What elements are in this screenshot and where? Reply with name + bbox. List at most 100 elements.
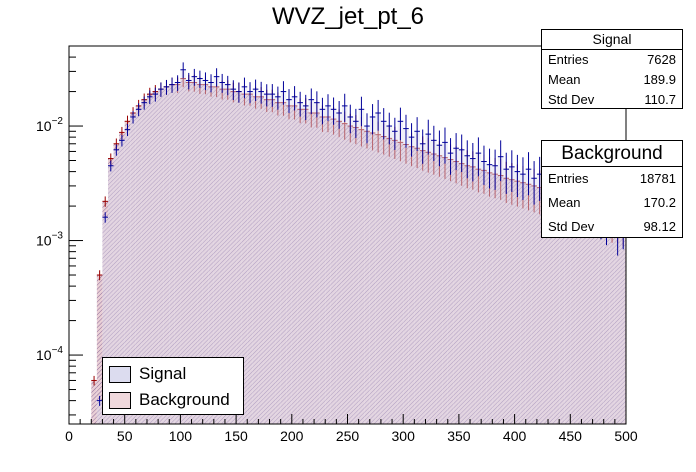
background-bar [403,144,409,425]
background-bar [185,82,192,424]
signal-bar [325,105,331,424]
signal-bar [548,179,554,424]
background-bar [453,161,459,425]
signal-bar [453,148,459,424]
background-bar [219,89,225,425]
signal-stats-std-row: Std Dev 110.7 [542,90,682,110]
signal-bar [520,174,526,424]
signal-stats-entries-row: Entries 7628 [542,50,682,70]
signal-bar [380,121,387,425]
x-tick-label: 400 [503,428,527,444]
signal-bar [286,99,292,425]
signal-std-value: 110.7 [644,92,676,107]
x-tick-label: 350 [447,428,471,444]
signal-bar [169,84,175,425]
signal-bar [553,185,560,424]
background-std-value: 98.12 [643,219,676,234]
background-bar [280,102,287,424]
signal-bar [341,105,348,424]
signal-bar [458,149,465,425]
signal-bar [587,201,593,424]
signal-bar [96,400,103,424]
y-tick-label: 10−2 [36,116,63,134]
signal-stats-box: Signal Entries 7628 Mean 189.9 Std Dev 1… [541,29,683,109]
background-bar [553,193,560,424]
signal-bar [564,189,571,424]
background-bar [458,163,465,424]
legend-entry-signal: Signal [109,362,186,386]
background-bar [447,159,454,425]
signal-bar [581,187,588,424]
background-bar [603,208,610,424]
signal-bar [280,91,287,424]
background-mean-value: 170.2 [643,195,676,210]
background-bar [369,132,376,425]
signal-bar [224,84,231,425]
background-bar [575,199,582,424]
signal-bar [414,131,420,424]
background-bar [91,380,97,424]
signal-bar [258,91,264,424]
signal-bar [208,82,214,424]
signal-bar [291,96,298,424]
signal-bar [163,86,170,425]
background-bar [425,152,432,425]
background-bar [158,89,164,425]
background-bar [536,187,543,424]
background-stats-entries-row: Entries 18781 [542,167,682,191]
signal-bar [375,112,381,424]
signal-bar [336,112,342,424]
background-bar [236,91,242,424]
signal-bar [525,169,532,424]
background-bar [520,182,526,424]
background-bar [224,89,231,425]
signal-bar [497,156,504,424]
background-bar [163,86,170,425]
background-bar [169,84,175,425]
signal-bar [609,199,615,424]
background-bar [486,172,493,424]
signal-bar [191,76,198,424]
background-bar [436,155,443,425]
signal-bar [308,99,315,425]
signal-bar [403,128,409,424]
background-bar [609,211,615,424]
signal-bar [275,96,281,424]
signal-bar [603,214,610,424]
background-bar [302,109,309,424]
background-bar [587,203,593,424]
background-bar [197,84,203,425]
background-bar [509,179,515,424]
signal-bar [536,174,543,424]
signal-bar [620,217,626,424]
background-bar [286,105,292,424]
signal-bar [419,143,426,425]
legend-label-signal: Signal [139,364,187,383]
background-bar [559,194,565,424]
y-tick-exponent: −2 [52,116,64,127]
signal-bar [141,102,147,424]
background-stats-box: Background Entries 18781 Mean 170.2 Std … [541,140,683,238]
signal-bar [531,178,537,424]
background-bar [464,165,471,424]
background-bar [514,181,521,424]
signal-bar [464,155,471,425]
signal-bar [314,102,320,424]
background-bar [191,82,198,424]
signal-bar [269,94,276,424]
signal-bar [174,82,181,424]
signal-bar [347,116,354,424]
signal-bar [614,223,621,424]
signal-bar [447,153,454,424]
background-bar [146,94,153,424]
background-stats-mean-row: Mean 170.2 [542,191,682,215]
background-bar [503,178,510,424]
x-tick-label: 100 [169,428,193,444]
signal-bar [570,193,576,424]
signal-bar [102,217,108,424]
signal-bar [364,126,370,425]
signal-entries-label: Entries [548,52,589,67]
background-bar [180,78,186,424]
background-bar [358,129,365,424]
x-tick-label: 500 [614,428,638,444]
